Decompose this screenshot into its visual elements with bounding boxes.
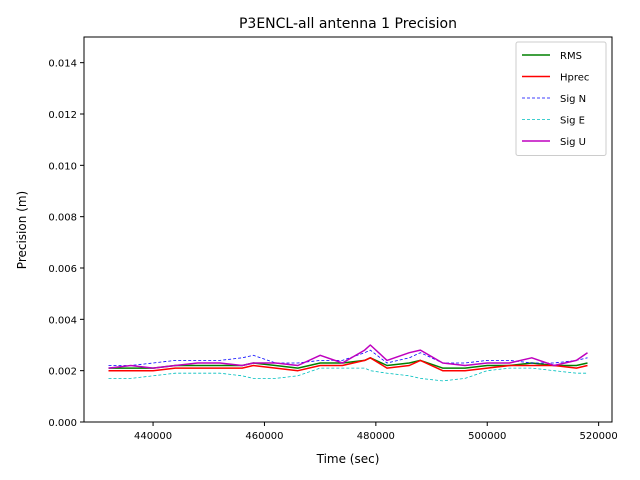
x-axis-title: Time (sec): [316, 452, 380, 466]
x-tick-label: 460000: [245, 431, 283, 442]
y-tick-label: 0.006: [48, 264, 77, 275]
x-tick-label: 480000: [357, 431, 395, 442]
y-tick-label: 0.000: [48, 418, 77, 429]
y-tick-label: 0.004: [48, 315, 77, 326]
legend-label: Hprec: [560, 73, 589, 84]
series-line-sig-u: [108, 344, 588, 369]
series-line-hprec: [108, 357, 588, 372]
legend-label: Sig E: [560, 116, 585, 127]
y-axis-title: Precision (m): [15, 191, 29, 269]
series-line-sig-e: [108, 367, 588, 382]
chart-title: P3ENCL-all antenna 1 Precision: [239, 16, 457, 32]
legend-label: Sig U: [560, 137, 586, 148]
legend-label: Sig N: [560, 94, 586, 105]
x-tick-label: 500000: [468, 431, 506, 442]
legend-label: RMS: [560, 51, 582, 62]
legend: RMS Hprec Sig N Sig E Sig U: [515, 41, 607, 156]
plot-area: 440000 460000 480000 500000 520000 0.000 0.002…: [48, 36, 618, 442]
y-tick-label: 0.012: [48, 110, 77, 121]
y-tick-label: 0.002: [48, 367, 77, 378]
axes-frame: [83, 36, 613, 423]
y-tick-label: 0.010: [48, 161, 77, 172]
y-tick-label: 0.014: [48, 59, 77, 70]
x-tick-label: 440000: [134, 431, 172, 442]
x-tick-label: 520000: [580, 431, 618, 442]
legend-box: [515, 41, 607, 156]
y-tick-label: 0.008: [48, 213, 77, 224]
